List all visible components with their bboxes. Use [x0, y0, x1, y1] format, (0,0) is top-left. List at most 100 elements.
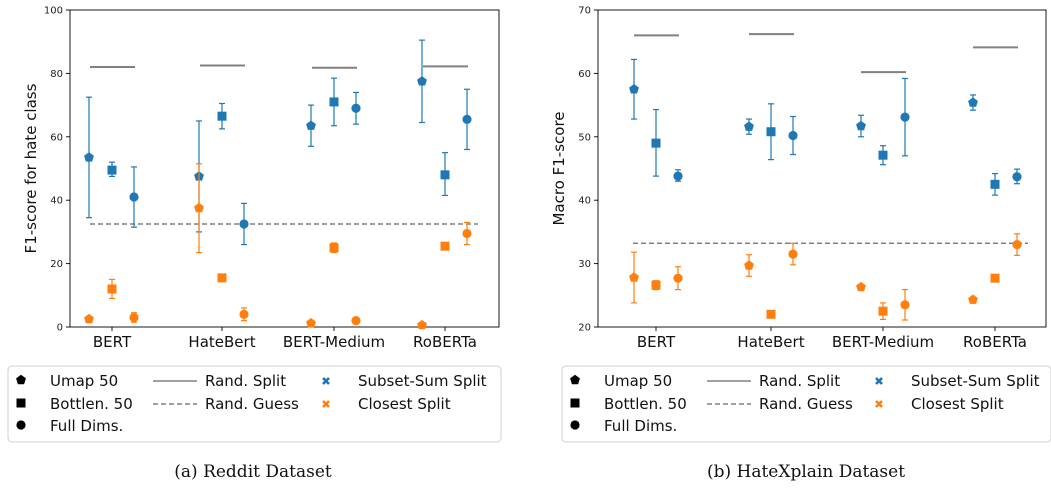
data-point-bottlen [107, 284, 117, 294]
figure-caption: (b) HateXplain Dataset [707, 462, 905, 482]
data-point-full [900, 112, 910, 122]
data-point-umap [194, 202, 204, 213]
data-point-full [462, 114, 472, 124]
data-point-umap [968, 97, 978, 107]
figure-caption: (a) Reddit Dataset [174, 462, 332, 482]
data-point-umap [968, 294, 978, 304]
data-point-bottlen [329, 97, 339, 107]
data-point-bottlen [651, 280, 661, 290]
data-point-umap [84, 313, 94, 324]
legend-box [561, 365, 1051, 443]
y-axis-label: F1-score for hate class [22, 83, 40, 253]
legend-subset-icon [322, 377, 330, 385]
data-point-bottlen [651, 138, 661, 148]
data-point-bottlen [766, 309, 776, 319]
legend-label: Umap 50 [50, 372, 118, 390]
data-point-full [239, 309, 249, 319]
data-point-full [351, 316, 361, 326]
data-point-full [239, 219, 249, 229]
legend-label: Rand. Guess [759, 395, 853, 413]
legend-label: Closest Split [911, 395, 1004, 413]
legend-bottlen-icon [16, 398, 26, 408]
data-point-full [129, 312, 139, 323]
legend-closest-icon [322, 400, 330, 408]
data-point-bottlen [217, 111, 227, 121]
legend-label: Umap 50 [604, 372, 672, 390]
x-tick-label: HateBert [737, 333, 804, 351]
legend-label: Rand. Split [205, 372, 286, 390]
y-tick-label: 0 [57, 323, 63, 334]
data-point-umap [417, 76, 427, 86]
data-point-full [462, 228, 472, 239]
data-point-bottlen [440, 170, 450, 180]
data-point-umap [629, 84, 639, 94]
data-point-bottlen [107, 165, 117, 175]
legend-subset-icon-stroke-b [875, 377, 883, 385]
data-point-umap [629, 272, 639, 282]
data-point-full [129, 192, 139, 202]
data-point-bottlen [990, 273, 1000, 283]
data-point-bottlen [440, 241, 450, 251]
data-point-full [673, 171, 683, 181]
y-tick-label: 60 [50, 132, 63, 143]
y-tick-label: 40 [50, 196, 63, 207]
legend-box [7, 365, 502, 443]
legend-label: Subset-Sum Split [358, 372, 487, 390]
y-tick-label: 30 [578, 259, 591, 270]
y-tick-label: 50 [578, 132, 591, 143]
data-point-bottlen [766, 127, 776, 137]
data-point-full [900, 300, 910, 310]
x-tick-label: BERT [93, 333, 132, 351]
data-point-bottlen [217, 273, 227, 283]
data-point-umap [856, 120, 866, 131]
data-point-full [673, 273, 683, 283]
legend-label: Bottlen. 50 [50, 395, 133, 413]
data-point-umap [417, 319, 427, 330]
legend-label: Bottlen. 50 [604, 395, 687, 413]
reddit-chart-panel: 0 20 40 60 80 100 F1-score for hate class BERT H… [7, 6, 502, 482]
plot-frame [597, 9, 1047, 328]
legend-closest-icon-stroke-b [875, 400, 883, 408]
data-point-umap [306, 120, 316, 130]
y-axis-label: Macro F1-score [550, 111, 568, 225]
x-tick-label: RoBERTa [413, 333, 477, 351]
data-point-full [1012, 239, 1022, 250]
legend-closest-icon [875, 400, 883, 408]
data-point-umap [744, 121, 754, 131]
y-tick-label: 20 [578, 323, 591, 334]
y-tick-label: 70 [578, 6, 591, 17]
y-tick-label: 20 [50, 259, 63, 270]
legend-bottlen-icon [570, 398, 580, 408]
x-tick-label: BERT-Medium [283, 333, 385, 351]
data-point-bottlen [878, 306, 888, 316]
hatexplain-chart-panel: 20 30 40 50 60 70 Macro F1-score BERT HateBert BE… [550, 6, 1051, 482]
legend-label: Subset-Sum Split [911, 372, 1040, 390]
data-point-umap [84, 152, 94, 162]
data-point-full [788, 130, 798, 141]
y-tick-label: 80 [50, 69, 63, 80]
legend-label: Rand. Guess [205, 395, 299, 413]
y-tick-label: 40 [578, 196, 591, 207]
data-point-umap [744, 260, 754, 270]
legend-full-icon [16, 420, 26, 430]
data-point-bottlen [329, 243, 339, 253]
x-tick-label: BERT [637, 333, 676, 351]
legend-label: Closest Split [358, 395, 451, 413]
plot-frame [69, 9, 500, 328]
legend-label: Full Dims. [50, 417, 123, 435]
legend-label: Full Dims. [604, 417, 677, 435]
y-tick-label: 100 [44, 6, 63, 17]
data-point-bottlen [990, 179, 1000, 189]
data-point-full [351, 103, 361, 113]
legend-umap-icon [570, 374, 580, 385]
data-point-full [1012, 172, 1022, 182]
legend-subset-icon-stroke-b [322, 377, 330, 385]
x-tick-label: BERT-Medium [832, 333, 934, 351]
legend-closest-icon-stroke-b [322, 400, 330, 408]
x-tick-label: RoBERTa [963, 333, 1027, 351]
legend-full-icon [570, 420, 580, 430]
legend-umap-icon [16, 374, 26, 385]
data-point-umap [856, 281, 866, 292]
data-point-umap [306, 318, 316, 328]
